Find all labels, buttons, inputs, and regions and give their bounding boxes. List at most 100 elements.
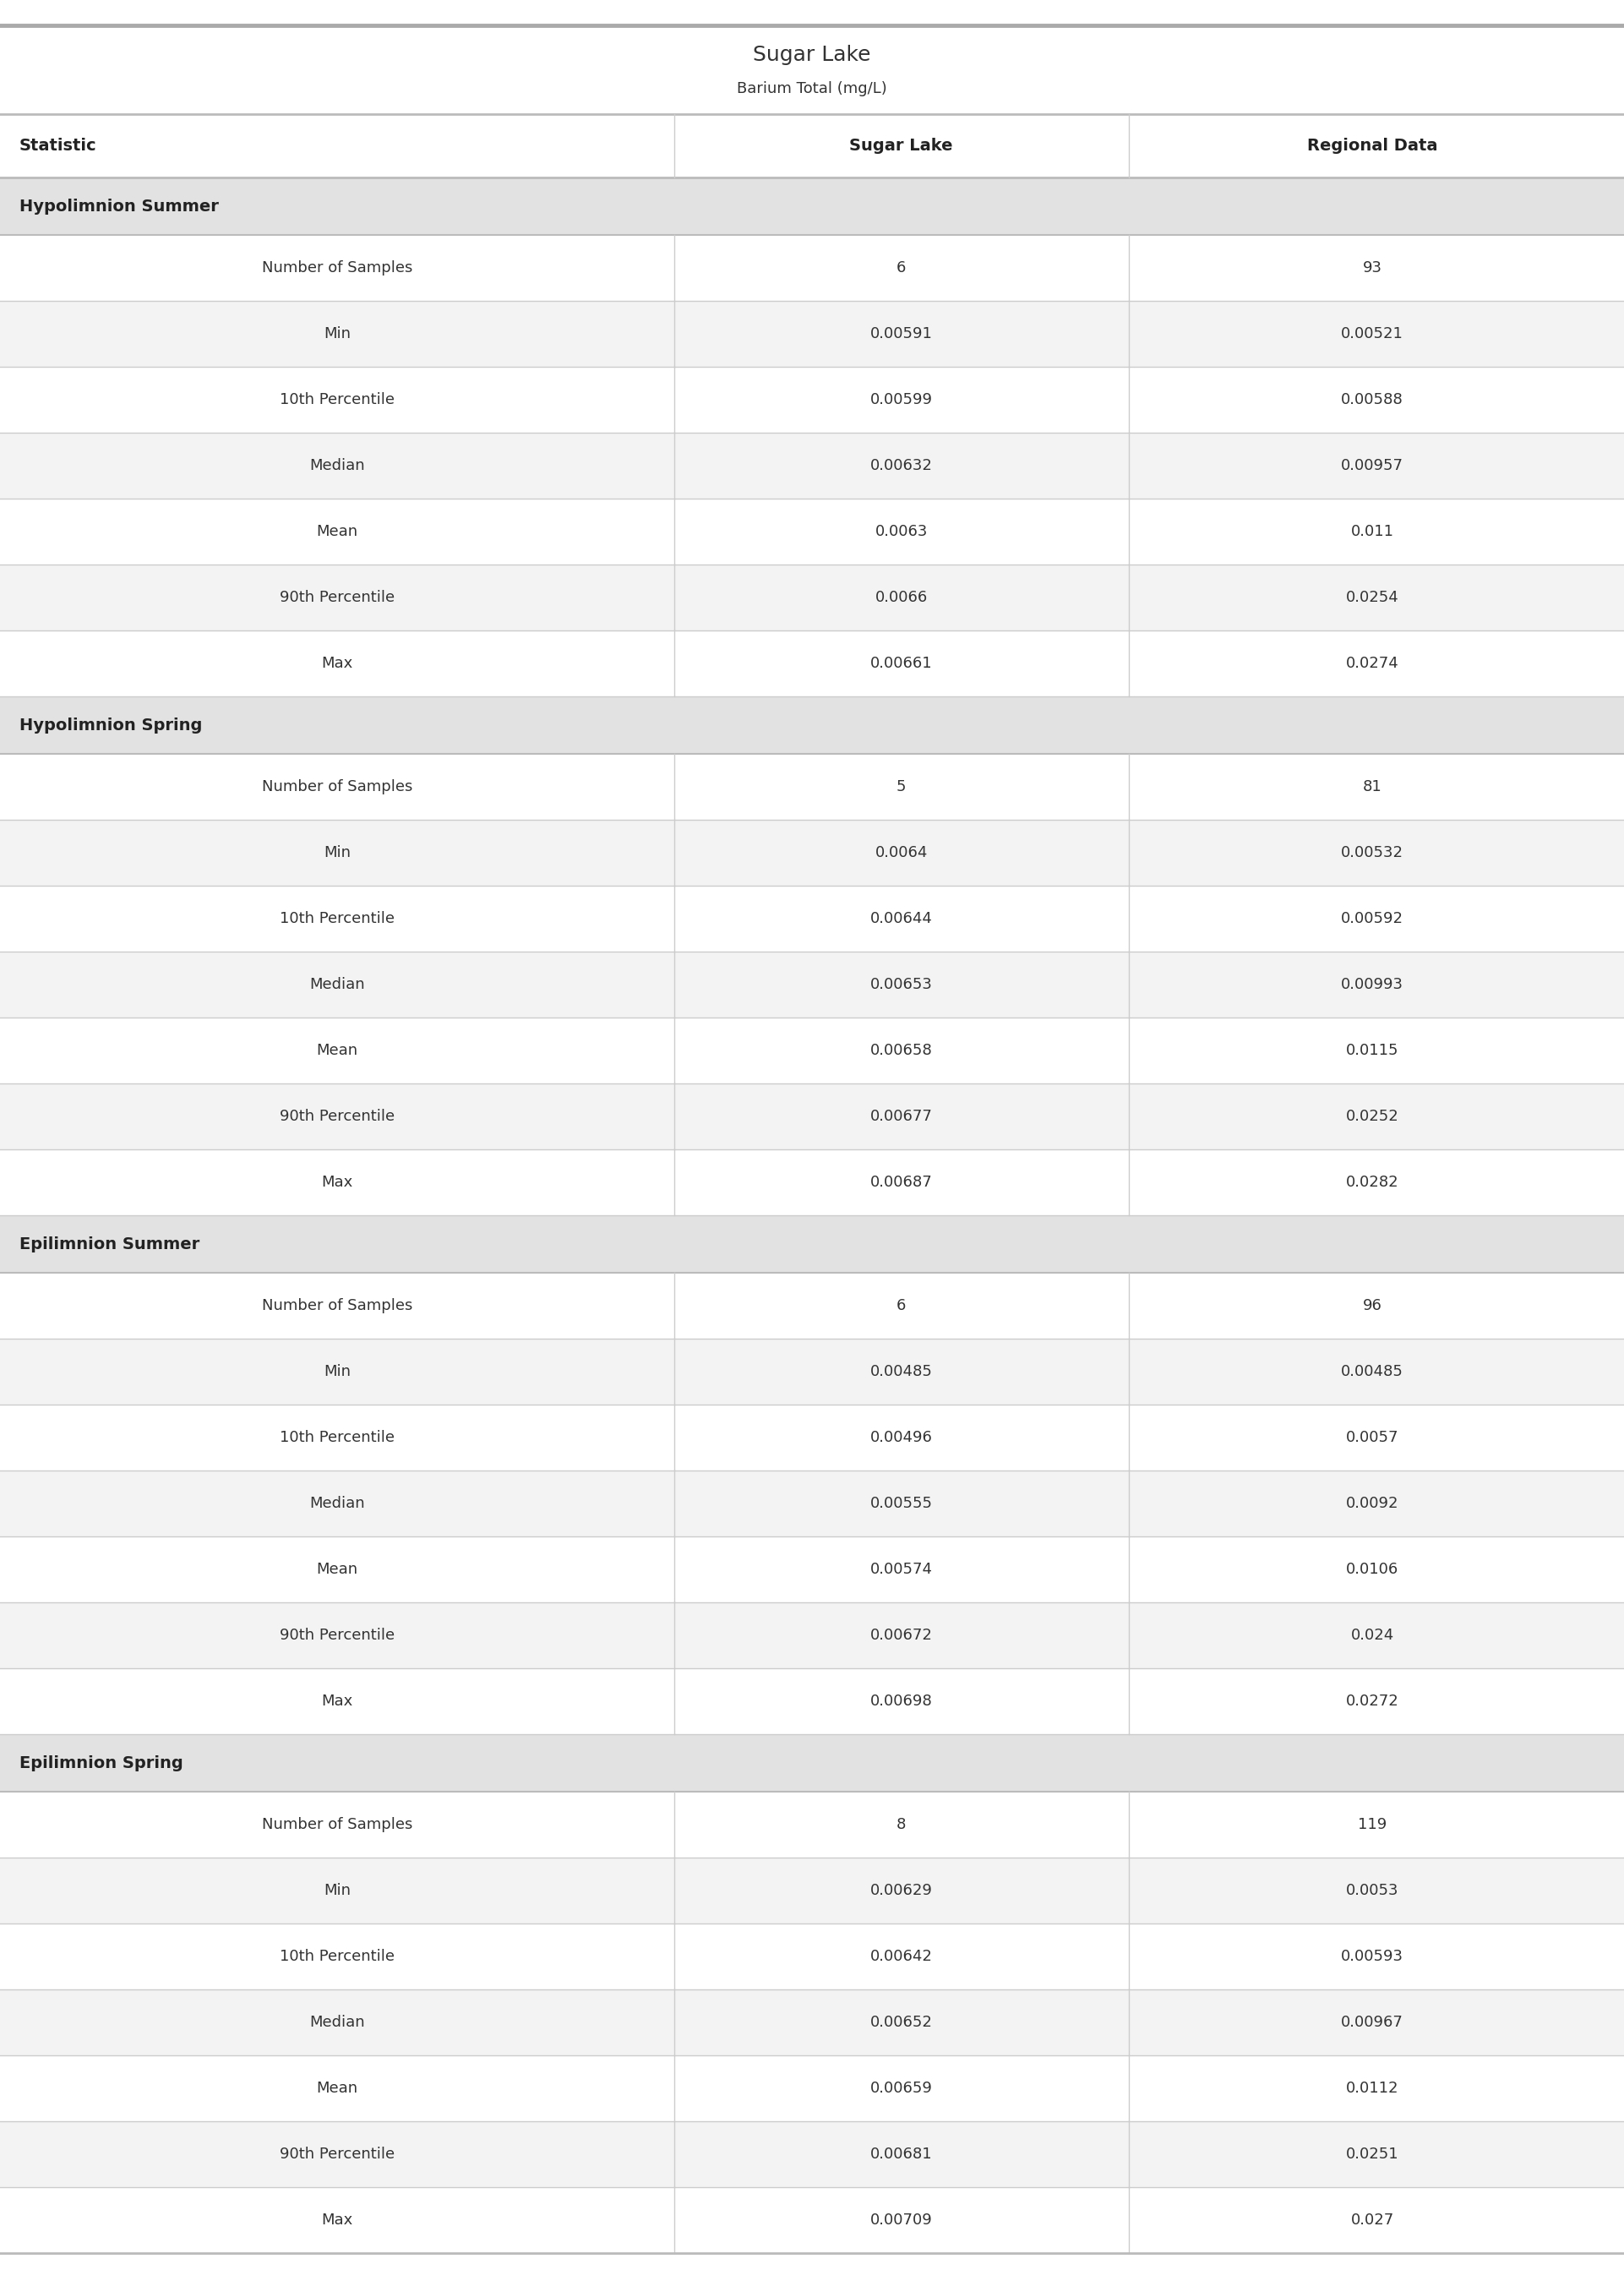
- Text: 0.00485: 0.00485: [1341, 1364, 1403, 1380]
- Text: 0.00642: 0.00642: [870, 1950, 932, 1964]
- Text: 10th Percentile: 10th Percentile: [279, 393, 395, 406]
- Text: Sugar Lake: Sugar Lake: [754, 45, 870, 66]
- Text: Min: Min: [323, 1882, 351, 1898]
- Text: 0.0112: 0.0112: [1346, 2082, 1398, 2095]
- Text: 0.0057: 0.0057: [1346, 1430, 1398, 1446]
- Text: 93: 93: [1363, 261, 1382, 275]
- Text: 0.0274: 0.0274: [1346, 656, 1398, 672]
- Text: 0.00496: 0.00496: [870, 1430, 932, 1446]
- Text: 0.00632: 0.00632: [870, 459, 932, 472]
- Bar: [0, 885, 1624, 951]
- Bar: [0, 177, 1624, 234]
- Bar: [0, 1471, 1624, 1537]
- Bar: [0, 114, 1624, 177]
- Text: Statistic: Statistic: [19, 138, 97, 154]
- Text: 0.0106: 0.0106: [1346, 1562, 1398, 1578]
- Text: 0.0282: 0.0282: [1346, 1174, 1398, 1189]
- Text: 6: 6: [896, 1298, 906, 1314]
- Text: 119: 119: [1358, 1816, 1387, 1832]
- Text: 0.00532: 0.00532: [1341, 844, 1403, 860]
- Bar: [0, 234, 1624, 302]
- Text: 90th Percentile: 90th Percentile: [279, 590, 395, 606]
- Text: 0.027: 0.027: [1351, 2213, 1393, 2227]
- Bar: [0, 1149, 1624, 1214]
- Bar: [0, 631, 1624, 697]
- Text: 0.0272: 0.0272: [1346, 1693, 1398, 1709]
- Text: Median: Median: [309, 459, 365, 472]
- Text: 0.0115: 0.0115: [1346, 1042, 1398, 1058]
- Text: Median: Median: [309, 976, 365, 992]
- Text: 0.00709: 0.00709: [870, 2213, 932, 2227]
- Text: 0.00652: 0.00652: [870, 2016, 932, 2029]
- Text: 0.0053: 0.0053: [1346, 1882, 1398, 1898]
- Text: 0.00677: 0.00677: [870, 1108, 932, 1124]
- Text: 0.0254: 0.0254: [1346, 590, 1398, 606]
- Text: 0.00629: 0.00629: [870, 1882, 932, 1898]
- Text: Max: Max: [322, 656, 352, 672]
- Bar: [0, 565, 1624, 631]
- Text: 0.011: 0.011: [1351, 524, 1393, 540]
- Text: 6: 6: [896, 261, 906, 275]
- Text: Sugar Lake: Sugar Lake: [849, 138, 953, 154]
- Text: Median: Median: [309, 2016, 365, 2029]
- Text: 0.0066: 0.0066: [875, 590, 927, 606]
- Text: Hypolimnion Summer: Hypolimnion Summer: [19, 197, 219, 213]
- Bar: [0, 368, 1624, 434]
- Text: 0.00521: 0.00521: [1341, 327, 1403, 340]
- Text: 0.00967: 0.00967: [1341, 2016, 1403, 2029]
- Text: 0.00599: 0.00599: [870, 393, 932, 406]
- Text: 0.00591: 0.00591: [870, 327, 932, 340]
- Bar: [0, 1923, 1624, 1989]
- Text: 0.00661: 0.00661: [870, 656, 932, 672]
- Text: 0.00659: 0.00659: [870, 2082, 932, 2095]
- Text: 0.00555: 0.00555: [870, 1496, 932, 1512]
- Bar: [0, 1668, 1624, 1734]
- Text: Number of Samples: Number of Samples: [261, 1816, 412, 1832]
- Text: 0.00957: 0.00957: [1341, 459, 1403, 472]
- Bar: [0, 2054, 1624, 2120]
- Text: 0.00698: 0.00698: [870, 1693, 932, 1709]
- Text: Barium Total (mg/L): Barium Total (mg/L): [737, 82, 887, 95]
- Text: 0.00644: 0.00644: [870, 910, 932, 926]
- Bar: [0, 1405, 1624, 1471]
- Bar: [0, 1791, 1624, 1857]
- Bar: [0, 1857, 1624, 1923]
- Text: 0.00993: 0.00993: [1341, 976, 1403, 992]
- Bar: [0, 951, 1624, 1017]
- Text: 96: 96: [1363, 1298, 1382, 1314]
- Bar: [0, 697, 1624, 754]
- Text: 0.0252: 0.0252: [1346, 1108, 1398, 1124]
- Bar: [0, 819, 1624, 885]
- Text: Number of Samples: Number of Samples: [261, 1298, 412, 1314]
- Text: Number of Samples: Number of Samples: [261, 779, 412, 794]
- Text: 0.0064: 0.0064: [875, 844, 927, 860]
- Bar: [0, 1537, 1624, 1603]
- Text: 81: 81: [1363, 779, 1382, 794]
- Text: 0.0063: 0.0063: [875, 524, 927, 540]
- Text: 0.024: 0.024: [1351, 1628, 1393, 1643]
- Text: Max: Max: [322, 2213, 352, 2227]
- Text: 0.00485: 0.00485: [870, 1364, 932, 1380]
- Text: 0.00593: 0.00593: [1341, 1950, 1403, 1964]
- Text: Mean: Mean: [317, 2082, 357, 2095]
- Bar: [0, 434, 1624, 499]
- Bar: [0, 1989, 1624, 2054]
- Text: Hypolimnion Spring: Hypolimnion Spring: [19, 717, 203, 733]
- Text: 5: 5: [896, 779, 906, 794]
- Text: Mean: Mean: [317, 524, 357, 540]
- Text: 0.00681: 0.00681: [870, 2147, 932, 2161]
- Text: 0.00588: 0.00588: [1341, 393, 1403, 406]
- Bar: [0, 1273, 1624, 1339]
- Text: Number of Samples: Number of Samples: [261, 261, 412, 275]
- Text: Min: Min: [323, 844, 351, 860]
- Text: 0.00687: 0.00687: [870, 1174, 932, 1189]
- Text: 8: 8: [896, 1816, 906, 1832]
- Text: 10th Percentile: 10th Percentile: [279, 1430, 395, 1446]
- Text: Mean: Mean: [317, 1042, 357, 1058]
- Text: Regional Data: Regional Data: [1307, 138, 1437, 154]
- Text: Max: Max: [322, 1174, 352, 1189]
- Text: Epilimnion Spring: Epilimnion Spring: [19, 1755, 184, 1771]
- Bar: [0, 1214, 1624, 1273]
- Bar: [0, 499, 1624, 565]
- Text: 0.00592: 0.00592: [1341, 910, 1403, 926]
